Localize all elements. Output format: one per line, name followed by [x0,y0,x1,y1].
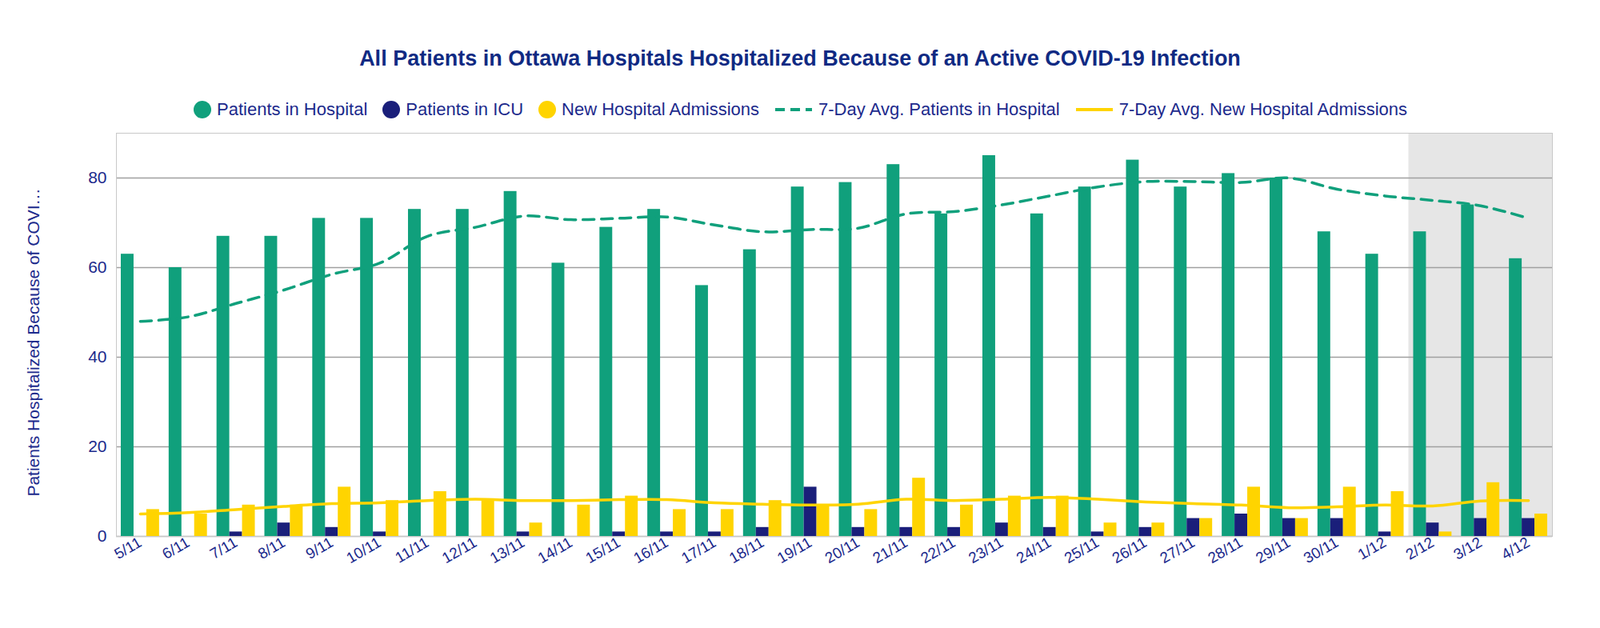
svg-text:40: 40 [88,347,107,366]
svg-text:18/11: 18/11 [726,533,767,567]
html-text:New Hospital Admissions: New Hospital Admissions [561,99,760,120]
svg-text:23/11: 23/11 [965,533,1006,567]
html-text:Patients in ICU: Patients in ICU [405,99,524,120]
svg-text:8/11: 8/11 [255,533,288,563]
svg-text:19/11: 19/11 [774,533,815,567]
svg-text:20: 20 [88,436,107,456]
svg-text:9/11: 9/11 [302,533,336,563]
svg-text:0: 0 [97,526,108,545]
svg-text:10/11: 10/11 [343,533,384,567]
svg-text:12/11: 12/11 [439,533,480,567]
svg-text:27/11: 27/11 [1156,533,1197,567]
svg-text:1/12: 1/12 [1355,533,1390,564]
svg-text:30/11: 30/11 [1300,533,1341,567]
svg-text:7/11: 7/11 [207,533,240,563]
svg-text:29/11: 29/11 [1252,533,1293,567]
html-text:7-Day Avg. Patients in Hospita: 7-Day Avg. Patients in Hospital [818,99,1060,120]
svg-text:4/12: 4/12 [1498,533,1533,564]
svg-text:22/11: 22/11 [917,533,958,567]
svg-text:17/11: 17/11 [678,533,719,567]
html-text:7-Day Avg. New Hospital Admiss: 7-Day Avg. New Hospital Admissions [1118,99,1408,120]
svg-text:5/11: 5/11 [111,533,144,563]
svg-text:25/11: 25/11 [1061,533,1102,567]
html-text:All Patients in Ottawa Hospita: All Patients in Ottawa Hospitals Hospita… [359,46,1241,71]
svg-text:80: 80 [88,168,107,187]
svg-text:14/11: 14/11 [534,533,575,567]
svg-text:16/11: 16/11 [630,533,671,567]
svg-text:15/11: 15/11 [582,533,623,567]
svg-text:6/11: 6/11 [159,533,192,563]
svg-text:2/12: 2/12 [1402,533,1437,564]
svg-text:60: 60 [88,257,107,276]
svg-text:28/11: 28/11 [1204,533,1245,567]
svg-text:11/11: 11/11 [392,533,432,567]
svg-text:21/11: 21/11 [869,533,910,567]
svg-text:13/11: 13/11 [487,533,528,567]
svg-text:3/12: 3/12 [1450,533,1485,564]
html-text:Patients in Hospital: Patients in Hospital [216,99,368,120]
html-text:Patients Hospitalized Because: Patients Hospitalized Because of COVI… [24,188,43,497]
svg-text:20/11: 20/11 [821,533,862,567]
svg-text:24/11: 24/11 [1013,533,1054,567]
svg-text:26/11: 26/11 [1108,533,1149,567]
